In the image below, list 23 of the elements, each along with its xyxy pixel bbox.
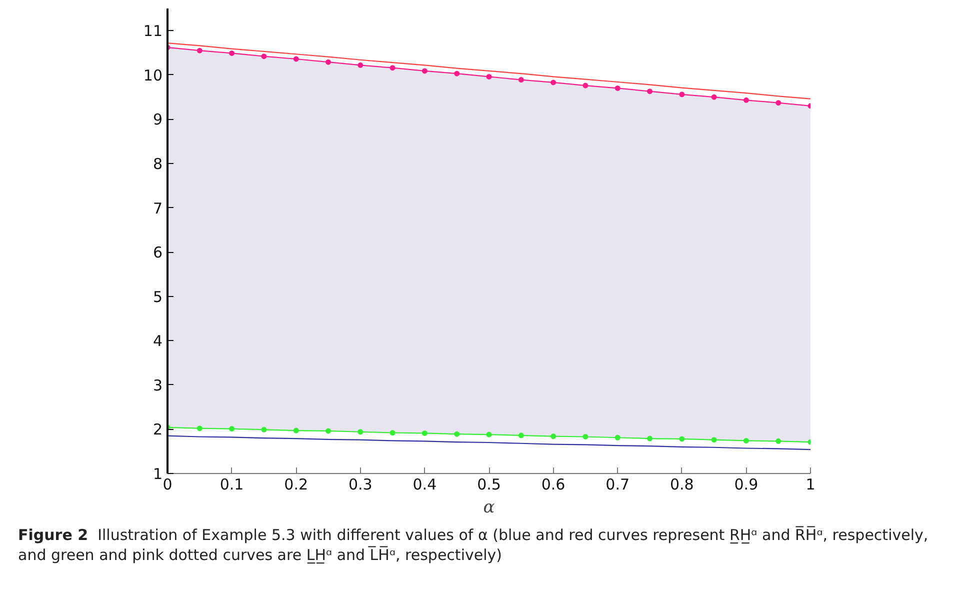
y-tick-label: 8 <box>152 155 163 173</box>
x-tick-label: 0.4 <box>412 476 437 494</box>
y-tick-label: 11 <box>143 22 163 40</box>
x-tick-label: 0 <box>162 476 172 494</box>
y-tick-label: 2 <box>152 420 163 439</box>
x-tick-label: 0.3 <box>348 476 372 494</box>
y-tick-label: 6 <box>152 244 163 262</box>
x-tick-label: 0.2 <box>284 476 308 494</box>
x-tick-label: 0.8 <box>670 476 694 494</box>
x-tick-label: 1 <box>806 476 816 494</box>
x-axis-title: α <box>483 498 496 518</box>
x-tick-label: 0.6 <box>541 476 566 494</box>
x-tick-label: 0.5 <box>477 476 501 494</box>
x-tick-label: 0.1 <box>220 476 244 494</box>
x-tick-label: 0.7 <box>606 476 630 494</box>
y-tick-label: 9 <box>152 110 163 129</box>
text: Figure 2 <box>18 526 88 544</box>
y-tick-label: 3 <box>152 376 163 394</box>
y-tick-label: 5 <box>152 288 163 306</box>
y-tick-label: 10 <box>143 66 163 84</box>
y-tick-label: 4 <box>152 332 163 350</box>
y-tick-label: 7 <box>152 199 163 218</box>
x-tick-label: 0.9 <box>734 476 758 494</box>
